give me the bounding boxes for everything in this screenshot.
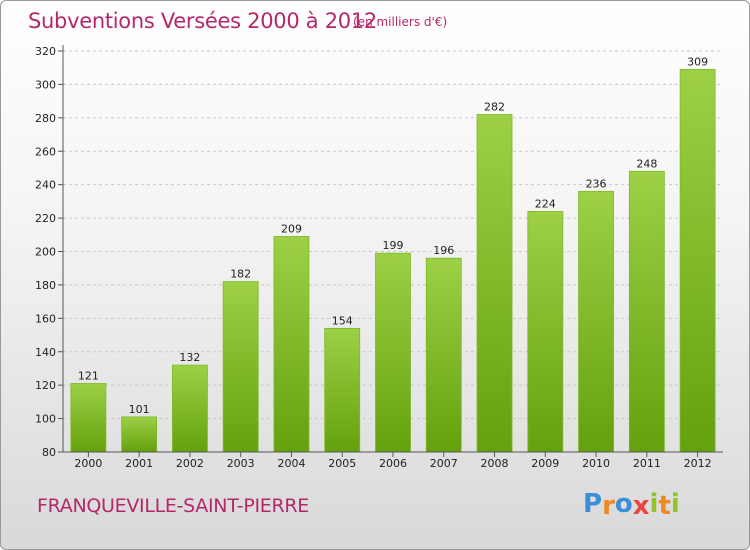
value-label-2004: 209 bbox=[281, 222, 302, 235]
x-tick-label-2007: 2007 bbox=[430, 457, 458, 470]
bar-2010 bbox=[578, 190, 614, 453]
x-tick-label-2008: 2008 bbox=[481, 457, 509, 470]
y-tick-label: 220 bbox=[35, 212, 56, 225]
value-label-2008: 282 bbox=[484, 100, 505, 113]
value-label-2005: 154 bbox=[332, 314, 353, 327]
x-tick-label-2001: 2001 bbox=[125, 457, 153, 470]
value-label-2003: 182 bbox=[230, 268, 251, 281]
logo-letter: o bbox=[614, 489, 633, 519]
x-tick-label-2005: 2005 bbox=[328, 457, 356, 470]
x-tick-label-2012: 2012 bbox=[684, 457, 712, 470]
value-label-2010: 236 bbox=[586, 177, 607, 190]
chart-subtitle: (en milliers d'€) bbox=[353, 15, 448, 29]
x-tick-label-2010: 2010 bbox=[582, 457, 610, 470]
value-label-2011: 248 bbox=[636, 157, 657, 170]
x-tick-label-2006: 2006 bbox=[379, 457, 407, 470]
y-tick-label: 140 bbox=[35, 346, 56, 359]
chart-title: Subventions Versées 2000 à 2012 bbox=[28, 9, 377, 33]
y-tick-label: 120 bbox=[35, 379, 56, 392]
y-tick-label: 180 bbox=[35, 279, 56, 292]
logo-letter: r bbox=[602, 491, 615, 521]
commune-name: FRANQUEVILLE-SAINT-PIERRE bbox=[37, 495, 309, 517]
labels: 80 100 120 140 160 180 200 220 240 260 280 300 320 12… bbox=[35, 45, 712, 470]
y-tick-label: 240 bbox=[35, 179, 56, 192]
x-tick-label-2002: 2002 bbox=[176, 457, 204, 470]
value-label-2000: 121 bbox=[78, 369, 99, 382]
y-tick-label: 160 bbox=[35, 312, 56, 325]
bar-2002 bbox=[172, 364, 208, 453]
bar-2009 bbox=[527, 210, 564, 453]
value-label-2012: 309 bbox=[687, 55, 708, 68]
x-tick-label-2004: 2004 bbox=[277, 457, 305, 470]
y-tick-label: 100 bbox=[35, 413, 56, 426]
bars bbox=[70, 68, 716, 453]
logo-letter: i bbox=[649, 489, 659, 519]
logo-letter: t bbox=[658, 491, 671, 521]
logo-letter: i bbox=[670, 489, 680, 519]
bar-2003 bbox=[222, 281, 259, 453]
bar-2011 bbox=[628, 170, 665, 453]
value-label-2009: 224 bbox=[535, 197, 556, 210]
bar-2006 bbox=[375, 252, 411, 453]
bar-2004 bbox=[273, 236, 310, 453]
x-tick-label-2003: 2003 bbox=[227, 457, 255, 470]
x-tick-label-2000: 2000 bbox=[74, 457, 102, 470]
axes bbox=[58, 45, 723, 457]
value-label-2006: 199 bbox=[383, 239, 404, 252]
bar-2005 bbox=[324, 327, 361, 453]
y-tick-label: 200 bbox=[35, 246, 56, 259]
x-tick-label-2011: 2011 bbox=[633, 457, 661, 470]
bar-2008 bbox=[476, 114, 513, 453]
value-label-2001: 101 bbox=[129, 403, 150, 416]
bar-2007 bbox=[425, 257, 462, 453]
logo-letter: P bbox=[583, 489, 603, 519]
x-tick-label-2009: 2009 bbox=[531, 457, 559, 470]
bar-2012 bbox=[679, 68, 716, 453]
bar-2000 bbox=[70, 383, 107, 453]
proxiti-logo: Proxiti bbox=[583, 489, 680, 521]
logo-letter: x bbox=[632, 491, 650, 521]
bar-2001 bbox=[121, 416, 158, 453]
y-tick-label: 260 bbox=[35, 145, 56, 158]
y-tick-label: 320 bbox=[35, 45, 56, 58]
value-label-2002: 132 bbox=[179, 351, 200, 364]
y-tick-label: 280 bbox=[35, 112, 56, 125]
y-tick-label: 80 bbox=[42, 446, 56, 459]
value-label-2007: 196 bbox=[433, 244, 454, 257]
y-tick-label: 300 bbox=[35, 78, 56, 91]
